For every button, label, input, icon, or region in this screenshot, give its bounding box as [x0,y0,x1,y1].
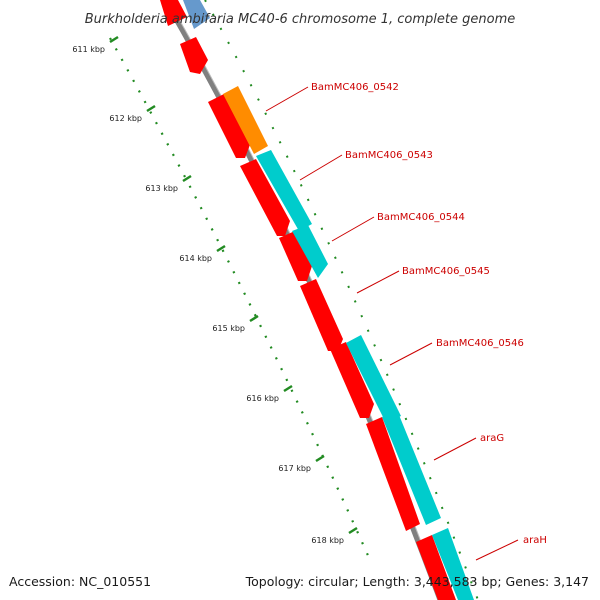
cyan-feature [432,528,474,600]
gene-label: BamMC406_0546 [436,338,524,349]
tick-mark [249,314,259,323]
cds-feature [279,231,312,281]
cds-feature [300,279,343,351]
tick-mark [216,244,226,253]
label-line [331,216,375,242]
gene-label: BamMC406_0543 [345,150,433,161]
cyan-feature [346,335,401,423]
tick-mark [348,526,358,535]
tick-mark [315,454,325,463]
tick-mark [182,174,192,183]
gene-label: BamMC406_0542 [311,82,399,93]
map-title: Burkholderia ambifaria MC40-6 chromosome… [85,12,515,27]
tick-label: 613 kbp [145,184,178,193]
tick-label: 615 kbp [212,324,245,333]
cyan-feature [292,225,328,278]
cds-feature [416,535,456,600]
label-line [299,154,343,181]
tick-label: 616 kbp [246,394,279,403]
cds-track [160,0,456,600]
blue-feature [183,0,210,29]
label-line [356,270,400,294]
cds-feature [366,417,420,531]
tick-mark [146,104,156,113]
orange-feature [223,86,268,154]
cds-feature [330,342,374,418]
gene-label: BamMC406_0544 [377,212,465,223]
label-line [265,86,309,112]
tick-label: 618 kbp [311,536,344,545]
accession-text: Accession: NC_010551 [9,574,151,589]
tick-mark [109,35,119,44]
tick-mark [283,384,293,393]
gene-label: BamMC406_0545 [402,266,490,277]
cds-feature [160,0,187,26]
cds-feature [208,94,251,158]
gene-label-lines [265,86,519,561]
tick-label: 617 kbp [278,464,311,473]
gene-label: araH [523,535,547,546]
gene-label: araG [480,433,504,444]
cyan-feature [256,150,312,231]
tick-dotted-line [109,37,372,561]
label-line [389,342,433,366]
label-line [475,539,519,561]
tick-label: 614 kbp [179,254,212,263]
topology-text: Topology: circular; Length: 3,443,583 bp… [245,574,589,589]
cds-feature [180,37,208,74]
tick-label: 611 kbp [72,45,105,54]
tick-label: 612 kbp [109,114,142,123]
outer-feature-track [183,0,474,600]
cds-feature [240,159,290,236]
cyan-feature [382,410,441,525]
label-line [433,437,477,461]
ticks-layer: 611 kbp 612 kbp 613 kbp 614 kbp 615 kbp 616 k… [72,35,358,545]
